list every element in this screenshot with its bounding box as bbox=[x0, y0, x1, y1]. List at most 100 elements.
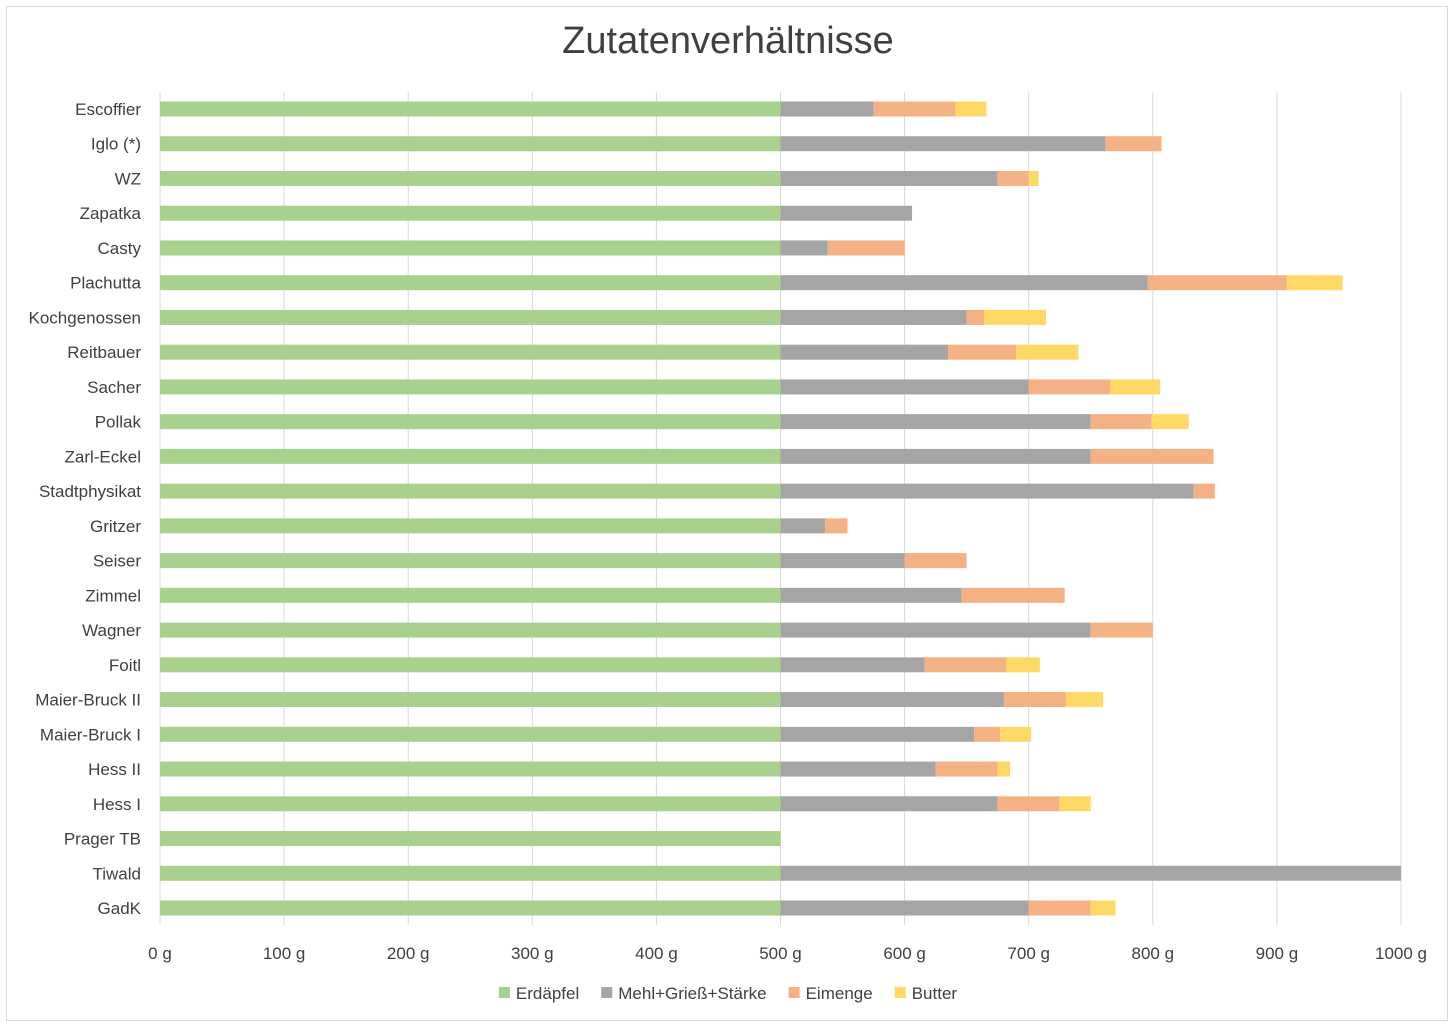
bar-3-14 bbox=[904, 553, 967, 569]
bar-1-14 bbox=[160, 553, 781, 569]
bar-4-18 bbox=[1065, 692, 1104, 708]
bar-1-11 bbox=[160, 448, 781, 464]
category-label: Maier-Bruck I bbox=[40, 725, 141, 744]
bar-3-11 bbox=[1090, 448, 1214, 464]
legend-label: Butter bbox=[912, 984, 958, 1003]
category-label: Hess I bbox=[93, 795, 141, 814]
grid-lines bbox=[159, 92, 1402, 925]
category-label: Kochgenossen bbox=[29, 308, 141, 327]
x-tick-label: 400 g bbox=[635, 944, 678, 963]
bar-3-9 bbox=[1028, 379, 1111, 395]
bar-4-17 bbox=[1006, 657, 1040, 673]
legend-item: Butter bbox=[894, 984, 958, 1003]
bar-1-22 bbox=[160, 831, 781, 847]
bar-1-4 bbox=[160, 205, 781, 221]
bar-3-21 bbox=[997, 796, 1060, 812]
bar-1-2 bbox=[160, 136, 781, 152]
category-label: Maier-Bruck II bbox=[35, 691, 141, 710]
bar-2-7 bbox=[780, 309, 967, 325]
bar-2-17 bbox=[780, 657, 925, 673]
bar-1-12 bbox=[160, 483, 781, 499]
legend: Erdäpfel Mehl+Grieß+Stärke Eimenge Butter bbox=[498, 984, 958, 1003]
bar-2-8 bbox=[780, 344, 949, 360]
bar-3-19 bbox=[974, 726, 1001, 742]
category-label: Iglo (*) bbox=[91, 135, 141, 154]
bar-4-1 bbox=[955, 101, 987, 117]
bar-3-2 bbox=[1105, 136, 1162, 152]
bar-2-2 bbox=[780, 136, 1106, 152]
category-label: Zarl-Eckel bbox=[64, 447, 141, 466]
legend-swatch bbox=[498, 987, 510, 998]
bar-4-9 bbox=[1110, 379, 1161, 395]
bar-4-7 bbox=[984, 309, 1047, 325]
bar-3-24 bbox=[1028, 900, 1091, 916]
bar-2-18 bbox=[780, 692, 1004, 708]
bar-2-10 bbox=[780, 414, 1091, 430]
bar-3-17 bbox=[924, 657, 1007, 673]
legend-swatch bbox=[788, 987, 800, 998]
category-label: Foitl bbox=[109, 656, 141, 675]
bar-4-21 bbox=[1059, 796, 1091, 812]
bar-3-20 bbox=[935, 761, 998, 777]
bar-4-10 bbox=[1151, 414, 1189, 430]
bar-4-6 bbox=[1286, 275, 1343, 291]
x-tick-label: 900 g bbox=[1256, 944, 1299, 963]
category-label: Gritzer bbox=[90, 517, 141, 536]
category-label: Plachutta bbox=[70, 274, 141, 293]
bar-4-8 bbox=[1016, 344, 1079, 360]
bar-1-23 bbox=[160, 865, 781, 881]
legend-label: Eimenge bbox=[806, 984, 873, 1003]
x-tick-label: 800 g bbox=[1132, 944, 1175, 963]
bar-4-19 bbox=[1000, 726, 1032, 742]
bar-1-9 bbox=[160, 379, 781, 395]
bar-2-15 bbox=[780, 587, 962, 603]
legend-item: Mehl+Grieß+Stärke bbox=[601, 984, 767, 1003]
bar-2-21 bbox=[780, 796, 998, 812]
bar-2-24 bbox=[780, 900, 1029, 916]
bar-1-13 bbox=[160, 518, 781, 534]
x-tick-label: 600 g bbox=[883, 944, 926, 963]
category-label: WZ bbox=[115, 169, 141, 188]
bar-1-21 bbox=[160, 796, 781, 812]
category-label: Casty bbox=[98, 239, 142, 258]
bar-2-1 bbox=[780, 101, 874, 117]
bar-3-15 bbox=[961, 587, 1065, 603]
bar-1-6 bbox=[160, 275, 781, 291]
bar-4-24 bbox=[1090, 900, 1116, 916]
category-label: Hess II bbox=[88, 760, 141, 779]
legend-label: Mehl+Grieß+Stärke bbox=[618, 984, 766, 1003]
bar-2-3 bbox=[780, 170, 998, 186]
bar-3-3 bbox=[997, 170, 1029, 186]
bar-3-7 bbox=[966, 309, 985, 325]
legend-label: Erdäpfel bbox=[516, 984, 579, 1003]
bar-2-12 bbox=[780, 483, 1194, 499]
category-label: Zimmel bbox=[85, 586, 141, 605]
legend-item: Eimenge bbox=[788, 984, 873, 1003]
bar-2-5 bbox=[780, 240, 828, 256]
category-label: Pollak bbox=[95, 413, 142, 432]
bar-1-18 bbox=[160, 692, 781, 708]
bar-1-16 bbox=[160, 622, 781, 638]
legend-swatch bbox=[601, 987, 613, 998]
bar-3-8 bbox=[948, 344, 1017, 360]
bar-2-19 bbox=[780, 726, 975, 742]
bar-1-7 bbox=[160, 309, 781, 325]
bar-2-13 bbox=[780, 518, 826, 534]
bar-2-16 bbox=[780, 622, 1091, 638]
x-tick-label: 500 g bbox=[759, 944, 802, 963]
bar-1-1 bbox=[160, 101, 781, 117]
bars bbox=[160, 101, 1401, 916]
category-labels: Escoffier Iglo (*) WZ Zapatka Casty Plachutta… bbox=[29, 100, 142, 918]
category-label: Prager TB bbox=[64, 830, 141, 849]
bar-2-14 bbox=[780, 553, 905, 569]
category-label: GadK bbox=[98, 899, 142, 918]
bar-4-3 bbox=[1028, 170, 1039, 186]
bar-1-5 bbox=[160, 240, 781, 256]
bar-3-12 bbox=[1193, 483, 1215, 499]
bar-1-19 bbox=[160, 726, 781, 742]
bar-1-24 bbox=[160, 900, 781, 916]
category-label: Reitbauer bbox=[67, 343, 141, 362]
category-label: Seiser bbox=[93, 552, 142, 571]
bar-3-5 bbox=[827, 240, 905, 256]
category-label: Escoffier bbox=[75, 100, 141, 119]
